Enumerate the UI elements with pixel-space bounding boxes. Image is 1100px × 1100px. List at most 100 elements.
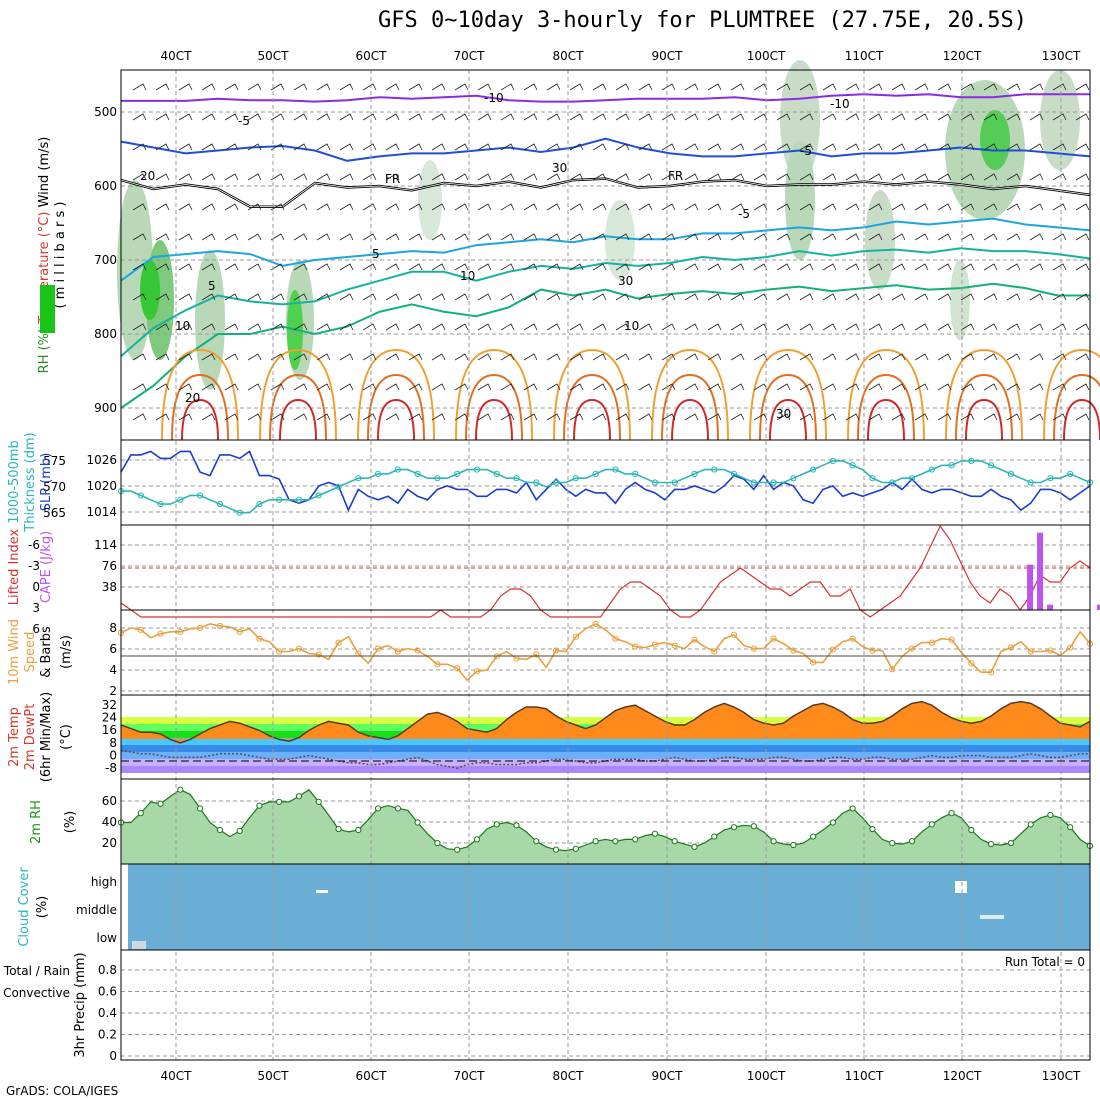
ylabel-temp-2-part: 2m DewPt	[23, 704, 38, 771]
wind-barb	[730, 83, 745, 91]
wind-barb	[477, 143, 492, 151]
wind-barb	[316, 83, 331, 91]
wind-barb	[546, 383, 561, 391]
xtick-top: 40CT	[161, 49, 193, 63]
wind-barb	[638, 383, 653, 391]
wind-barb	[316, 173, 331, 181]
wind-barb	[155, 233, 170, 241]
wind-barb	[270, 323, 285, 331]
wind-barb	[822, 413, 837, 421]
wind-barb	[224, 413, 239, 421]
wind-barb	[891, 353, 906, 361]
wind-barb	[431, 143, 446, 151]
wind-barb	[1029, 83, 1044, 91]
wind-barb	[960, 203, 975, 211]
wind-barb	[615, 263, 630, 271]
wind-barb	[454, 233, 469, 241]
wind-barb	[316, 323, 331, 331]
cape-bar	[1047, 604, 1054, 610]
wind-barb	[592, 173, 607, 181]
wind-barb	[339, 413, 354, 421]
rh-point	[572, 845, 579, 852]
wind-barb	[1006, 293, 1021, 301]
cape-ytick: 38	[102, 580, 117, 594]
thickness-line-point	[276, 496, 283, 503]
thickness-line-point	[810, 466, 817, 473]
wind-barb	[1029, 143, 1044, 151]
wind-barb	[891, 293, 906, 301]
wind-barb	[1029, 263, 1044, 271]
wind-barb	[546, 173, 561, 181]
xtick-bottom: 110CT	[845, 1069, 884, 1083]
cloud-high-patch	[316, 890, 328, 893]
wind-barb	[454, 113, 469, 121]
wind-barb	[983, 113, 998, 121]
wind-barb	[155, 353, 170, 361]
wind-barb	[661, 83, 676, 91]
rh-point	[394, 805, 401, 812]
rh-point	[829, 819, 837, 826]
wind-barb	[477, 293, 492, 301]
wind-speed-line-point	[790, 647, 797, 654]
wind-barb	[661, 203, 676, 211]
wind-barb	[201, 233, 216, 241]
wind-barb	[845, 113, 860, 121]
wind-barb	[293, 83, 308, 91]
warm-contour	[651, 348, 729, 441]
wind-barb	[983, 353, 998, 361]
wind-barb	[638, 293, 653, 301]
wind-barb	[822, 113, 837, 121]
ylabel-cloud-unit: (%)	[35, 896, 50, 919]
wind-barb	[316, 353, 331, 361]
wind-barb	[638, 263, 653, 271]
thickness-line-point	[493, 470, 500, 477]
ylabel-rh-unit-part: (%)	[63, 811, 78, 834]
wind-barb	[914, 353, 929, 361]
ylabel-temp-unit-part: (°C)	[59, 724, 74, 750]
wind-barb	[408, 323, 423, 331]
wind-barb	[730, 173, 745, 181]
ylabel-cape-part: CAPE (J/kg)	[39, 531, 54, 603]
rh-point	[197, 805, 204, 812]
wind-barb	[247, 203, 262, 211]
wind-barb	[845, 143, 860, 151]
thickness-line-point	[651, 479, 659, 486]
wind-barb	[408, 293, 423, 301]
wind-barb	[960, 233, 975, 241]
warm-contour	[1043, 348, 1100, 441]
wind-barb	[201, 293, 216, 301]
ylabel-thickness-2: Thickness (dm)	[23, 432, 38, 532]
wind-barb	[868, 113, 883, 121]
wind-barb	[937, 113, 952, 121]
slp-ytick: 1014	[86, 505, 117, 519]
wind-barb	[868, 323, 883, 331]
cloud-area	[128, 864, 1090, 950]
wind-barb	[1052, 413, 1067, 421]
rh-point	[928, 821, 935, 828]
wind-barb	[661, 233, 676, 241]
wind-barb	[132, 413, 147, 421]
thickness-line-point	[988, 462, 995, 469]
wind-ytick: 4	[109, 663, 117, 677]
wind-barb	[1029, 173, 1044, 181]
rh-point	[473, 836, 481, 843]
wind-barb	[362, 383, 377, 391]
thickness-line-point	[335, 483, 342, 490]
rh-shade-3	[195, 250, 225, 390]
wind-barb	[592, 323, 607, 331]
ylabel-precip: 3hr Precip (mm)	[73, 952, 88, 1057]
thickness-line-point	[552, 479, 560, 486]
wind-barb	[799, 293, 814, 301]
wind-speed-line-point	[1047, 647, 1054, 654]
xtick-bottom: 130CT	[1042, 1069, 1081, 1083]
wind-barb	[247, 293, 262, 301]
wind-barb	[201, 383, 216, 391]
panel-frame-precip	[120, 949, 1091, 1061]
wind-barb	[178, 113, 193, 121]
wind-barb	[270, 203, 285, 211]
wind-barb	[546, 413, 561, 421]
wind-barb	[776, 173, 791, 181]
wind-barb	[408, 143, 423, 151]
wind-barb	[362, 233, 377, 241]
wind-barb	[1006, 383, 1021, 391]
